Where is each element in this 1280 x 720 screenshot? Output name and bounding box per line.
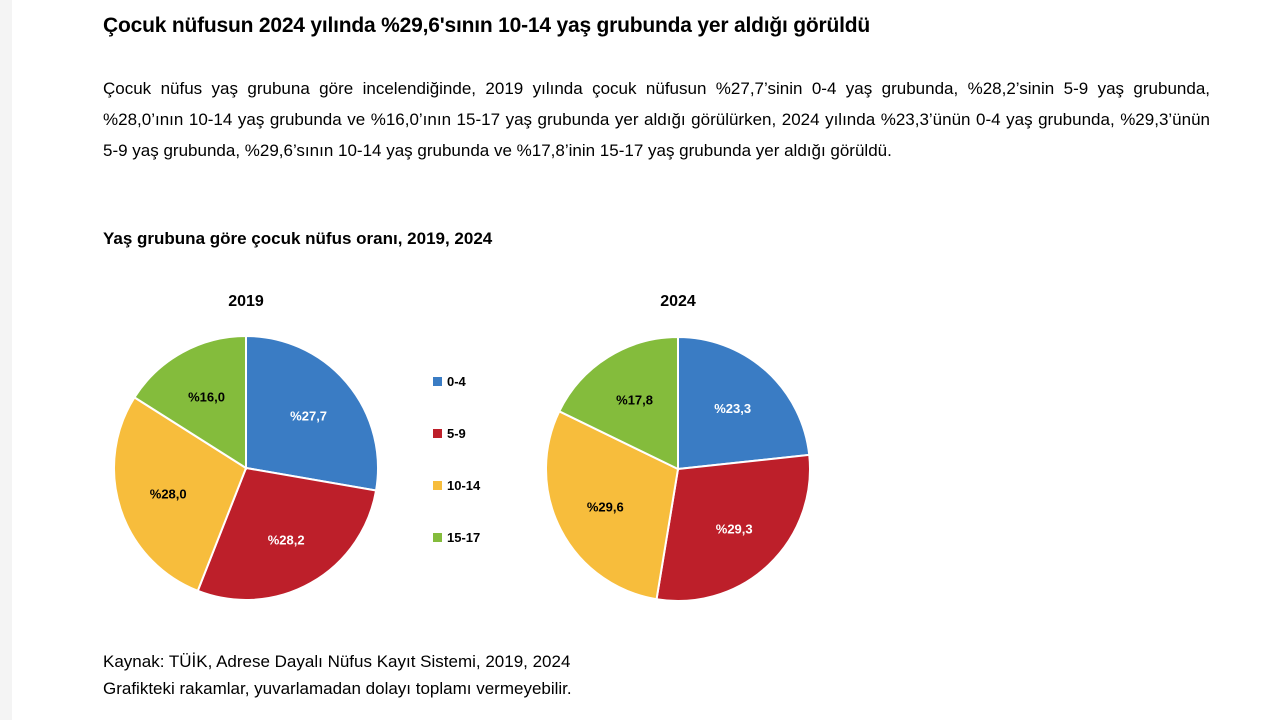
pie-slice-10-14 (545, 409, 680, 601)
pie-2024: 2024 %23,3 %29,3 %29,6 %17,8 (545, 293, 811, 602)
legend-swatch (433, 533, 442, 542)
slice-value-label: %28,0 (150, 486, 187, 501)
legend-swatch (433, 377, 442, 386)
slice-value-label: %16,0 (188, 389, 225, 404)
pie-slice-0-4 (245, 334, 379, 492)
pie-slice-10-14 (113, 396, 248, 593)
headline: Çocuk nüfusun 2024 yılında %29,6'sının 1… (103, 14, 870, 37)
article-paragraph: Çocuk nüfus yaş grubuna göre incelendiği… (103, 79, 1210, 160)
chart-title: Yaş grubuna göre çocuk nüfus oranı, 2019… (103, 229, 493, 248)
legend-swatch (433, 481, 442, 490)
footer: Kaynak: TÜİK, Adrese Dayalı Nüfus Kayıt … (103, 648, 572, 702)
pie-slice-5-9 (196, 466, 378, 601)
source-note: Kaynak: TÜİK, Adrese Dayalı Nüfus Kayıt … (103, 652, 571, 671)
slice-value-label: %29,6 (587, 500, 624, 515)
slice-value-label: %27,7 (290, 408, 327, 423)
chart-legend: 0-4 5-9 10-14 15-17 (433, 374, 481, 545)
pie-year-label: 2019 (228, 293, 264, 310)
pie-slice-15-17 (557, 335, 679, 471)
pie-2019: 2019 %27,7 %28,2 %28,0 %16,0 (113, 293, 379, 601)
legend-label: 0-4 (447, 374, 467, 389)
page-edge (0, 0, 12, 720)
pie-slice-15-17 (133, 334, 247, 470)
slice-value-label: %23,3 (714, 401, 751, 416)
slice-value-label: %28,2 (268, 532, 305, 547)
slice-value-label: %29,3 (716, 521, 753, 536)
slice-value-label: %17,8 (616, 393, 653, 408)
pie-year-label: 2024 (660, 293, 696, 310)
legend-label: 15-17 (447, 530, 480, 545)
legend-swatch (433, 429, 442, 438)
pie-slice-5-9 (655, 453, 811, 602)
legend-label: 10-14 (447, 478, 481, 493)
legend-label: 5-9 (447, 426, 466, 441)
rounding-note: Grafikteki rakamlar, yuvarlamadan dolayı… (103, 679, 572, 698)
pie-slice-0-4 (677, 335, 811, 471)
